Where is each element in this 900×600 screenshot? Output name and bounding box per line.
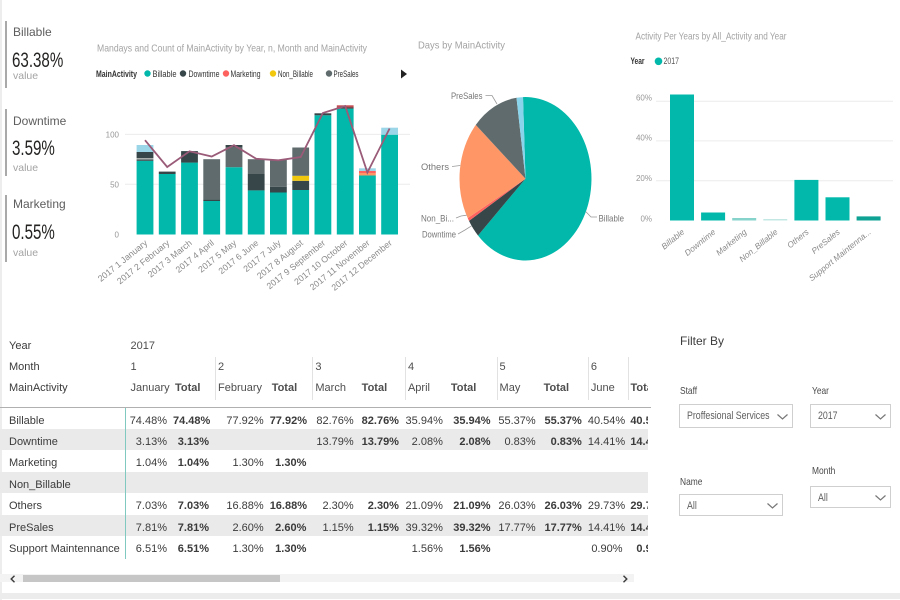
svg-text:Billable: Billable — [599, 214, 625, 225]
svg-text:Downtime: Downtime — [682, 227, 717, 258]
svg-text:Non_Bi...: Non_Bi... — [421, 214, 454, 225]
svg-text:PreSales: PreSales — [334, 69, 359, 80]
svg-text:40%: 40% — [636, 134, 652, 143]
svg-text:0: 0 — [115, 230, 120, 239]
svg-text:Others: Others — [785, 227, 811, 250]
svg-text:PreSales: PreSales — [451, 91, 483, 102]
svg-text:Year: Year — [631, 56, 645, 67]
svg-text:Days by MainActivity: Days by MainActivity — [418, 39, 506, 51]
svg-text:Mandays and Count of MainActiv: Mandays and Count of MainActivity by Yea… — [97, 42, 368, 54]
svg-text:Billable: Billable — [153, 69, 177, 80]
svg-text:Billable: Billable — [659, 227, 686, 252]
svg-text:Others: Others — [421, 162, 449, 173]
svg-text:100: 100 — [106, 131, 120, 140]
svg-text:Activity Per Years by All_Acti: Activity Per Years by All_Activity and Y… — [636, 31, 787, 43]
svg-text:20%: 20% — [636, 174, 652, 183]
svg-text:Downtime: Downtime — [422, 230, 456, 241]
svg-text:Downtime: Downtime — [189, 69, 220, 80]
svg-text:0%: 0% — [640, 215, 652, 224]
svg-text:60%: 60% — [636, 93, 652, 102]
svg-text:MainActivity: MainActivity — [96, 69, 138, 80]
svg-text:2017: 2017 — [664, 56, 680, 67]
svg-text:Non_Billable: Non_Billable — [278, 69, 313, 80]
svg-text:50: 50 — [110, 180, 119, 189]
svg-text:Marketing: Marketing — [231, 69, 261, 80]
